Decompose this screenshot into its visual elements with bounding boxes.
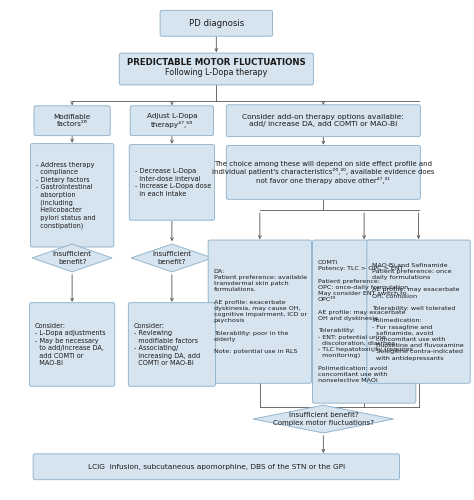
Text: - Decrease L-Dopa
  inter-dose interval
- Increase L-Dopa dose
  in each intake: - Decrease L-Dopa inter-dose interval - … (135, 168, 211, 196)
FancyBboxPatch shape (226, 105, 420, 136)
Text: Adjust L-Dopa
therapy⁴⁷,⁵⁶: Adjust L-Dopa therapy⁴⁷,⁵⁶ (146, 114, 197, 128)
FancyBboxPatch shape (30, 144, 114, 247)
Text: Following L-Dopa therapy: Following L-Dopa therapy (165, 68, 267, 77)
FancyBboxPatch shape (119, 53, 313, 85)
FancyBboxPatch shape (129, 144, 215, 220)
Text: DA:
Patient preference: available
transdermal skin patch
formulations.

AE profi: DA: Patient preference: available transd… (214, 269, 307, 354)
FancyBboxPatch shape (128, 302, 215, 386)
Text: COMTi
Potency: TLC > OPC > ENT

Patient preference:
OPC: once-daily formulation
: COMTi Potency: TLC > OPC > ENT Patient p… (318, 260, 413, 383)
FancyBboxPatch shape (367, 240, 470, 384)
Text: Insufficient benefit?
Complex motor fluctuations?: Insufficient benefit? Complex motor fluc… (273, 412, 374, 426)
FancyBboxPatch shape (312, 240, 416, 403)
Polygon shape (32, 244, 112, 272)
Text: Insufficient
benefit?: Insufficient benefit? (152, 251, 191, 264)
Text: Insufficient
benefit?: Insufficient benefit? (53, 251, 91, 264)
Polygon shape (131, 244, 213, 272)
FancyBboxPatch shape (160, 10, 273, 36)
Text: LCIG  infusion, subcutaneous apomorphine, DBS of the STN or the GPi: LCIG infusion, subcutaneous apomorphine,… (88, 464, 345, 470)
FancyBboxPatch shape (33, 454, 400, 479)
FancyBboxPatch shape (29, 302, 115, 386)
FancyBboxPatch shape (208, 240, 311, 384)
Polygon shape (253, 405, 393, 433)
FancyBboxPatch shape (226, 146, 420, 200)
Text: Consider add-on therapy options available:
add/ increase DA, add COMTi or MAO-Bi: Consider add-on therapy options availabl… (242, 114, 404, 128)
Text: PD diagnosis: PD diagnosis (189, 19, 244, 28)
Text: - Address therapy
  compliance
- Dietary factors
- Gastrointestinal
  absorption: - Address therapy compliance - Dietary f… (36, 162, 95, 229)
Text: MAO-Bi and Safinamide
Patient preference: once
daily formulations

AE profile: m: MAO-Bi and Safinamide Patient preference… (372, 262, 464, 360)
Text: Consider:
- Reviewing
  modifiable factors
- Associating/
  increasing DA, add
 : Consider: - Reviewing modifiable factors… (134, 322, 200, 366)
Text: Consider:
- L-Dopa adjustments
- May be necessary
  to add/increase DA,
  add CO: Consider: - L-Dopa adjustments - May be … (35, 322, 105, 366)
FancyBboxPatch shape (34, 106, 110, 136)
Text: PREDICTABLE MOTOR FLUCTUATIONS: PREDICTABLE MOTOR FLUCTUATIONS (127, 58, 306, 68)
Text: The choice among these will depend on side effect profile and
individual patient: The choice among these will depend on si… (212, 160, 435, 184)
FancyBboxPatch shape (130, 106, 214, 136)
Text: Modifiable
factors²⁶: Modifiable factors²⁶ (54, 114, 91, 128)
